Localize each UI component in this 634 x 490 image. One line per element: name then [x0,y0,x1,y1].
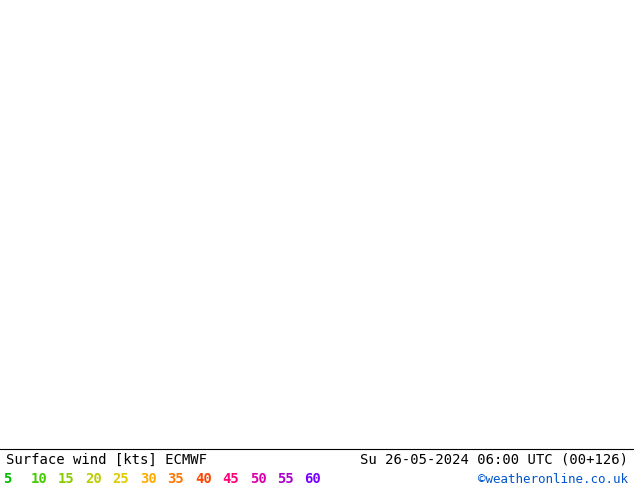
Text: 40: 40 [195,472,212,487]
Text: 50: 50 [250,472,266,487]
Text: Surface wind [kts] ECMWF: Surface wind [kts] ECMWF [6,453,207,466]
Text: 20: 20 [86,472,102,487]
Text: 35: 35 [167,472,184,487]
Text: 45: 45 [222,472,239,487]
Text: 60: 60 [304,472,321,487]
Text: 25: 25 [113,472,129,487]
Text: 5: 5 [3,472,11,487]
Text: Su 26-05-2024 06:00 UTC (00+126): Su 26-05-2024 06:00 UTC (00+126) [359,453,628,466]
Text: 10: 10 [30,472,48,487]
Text: 30: 30 [140,472,157,487]
Text: ©weatheronline.co.uk: ©weatheronline.co.uk [477,473,628,487]
Text: 55: 55 [277,472,294,487]
Text: 15: 15 [58,472,75,487]
